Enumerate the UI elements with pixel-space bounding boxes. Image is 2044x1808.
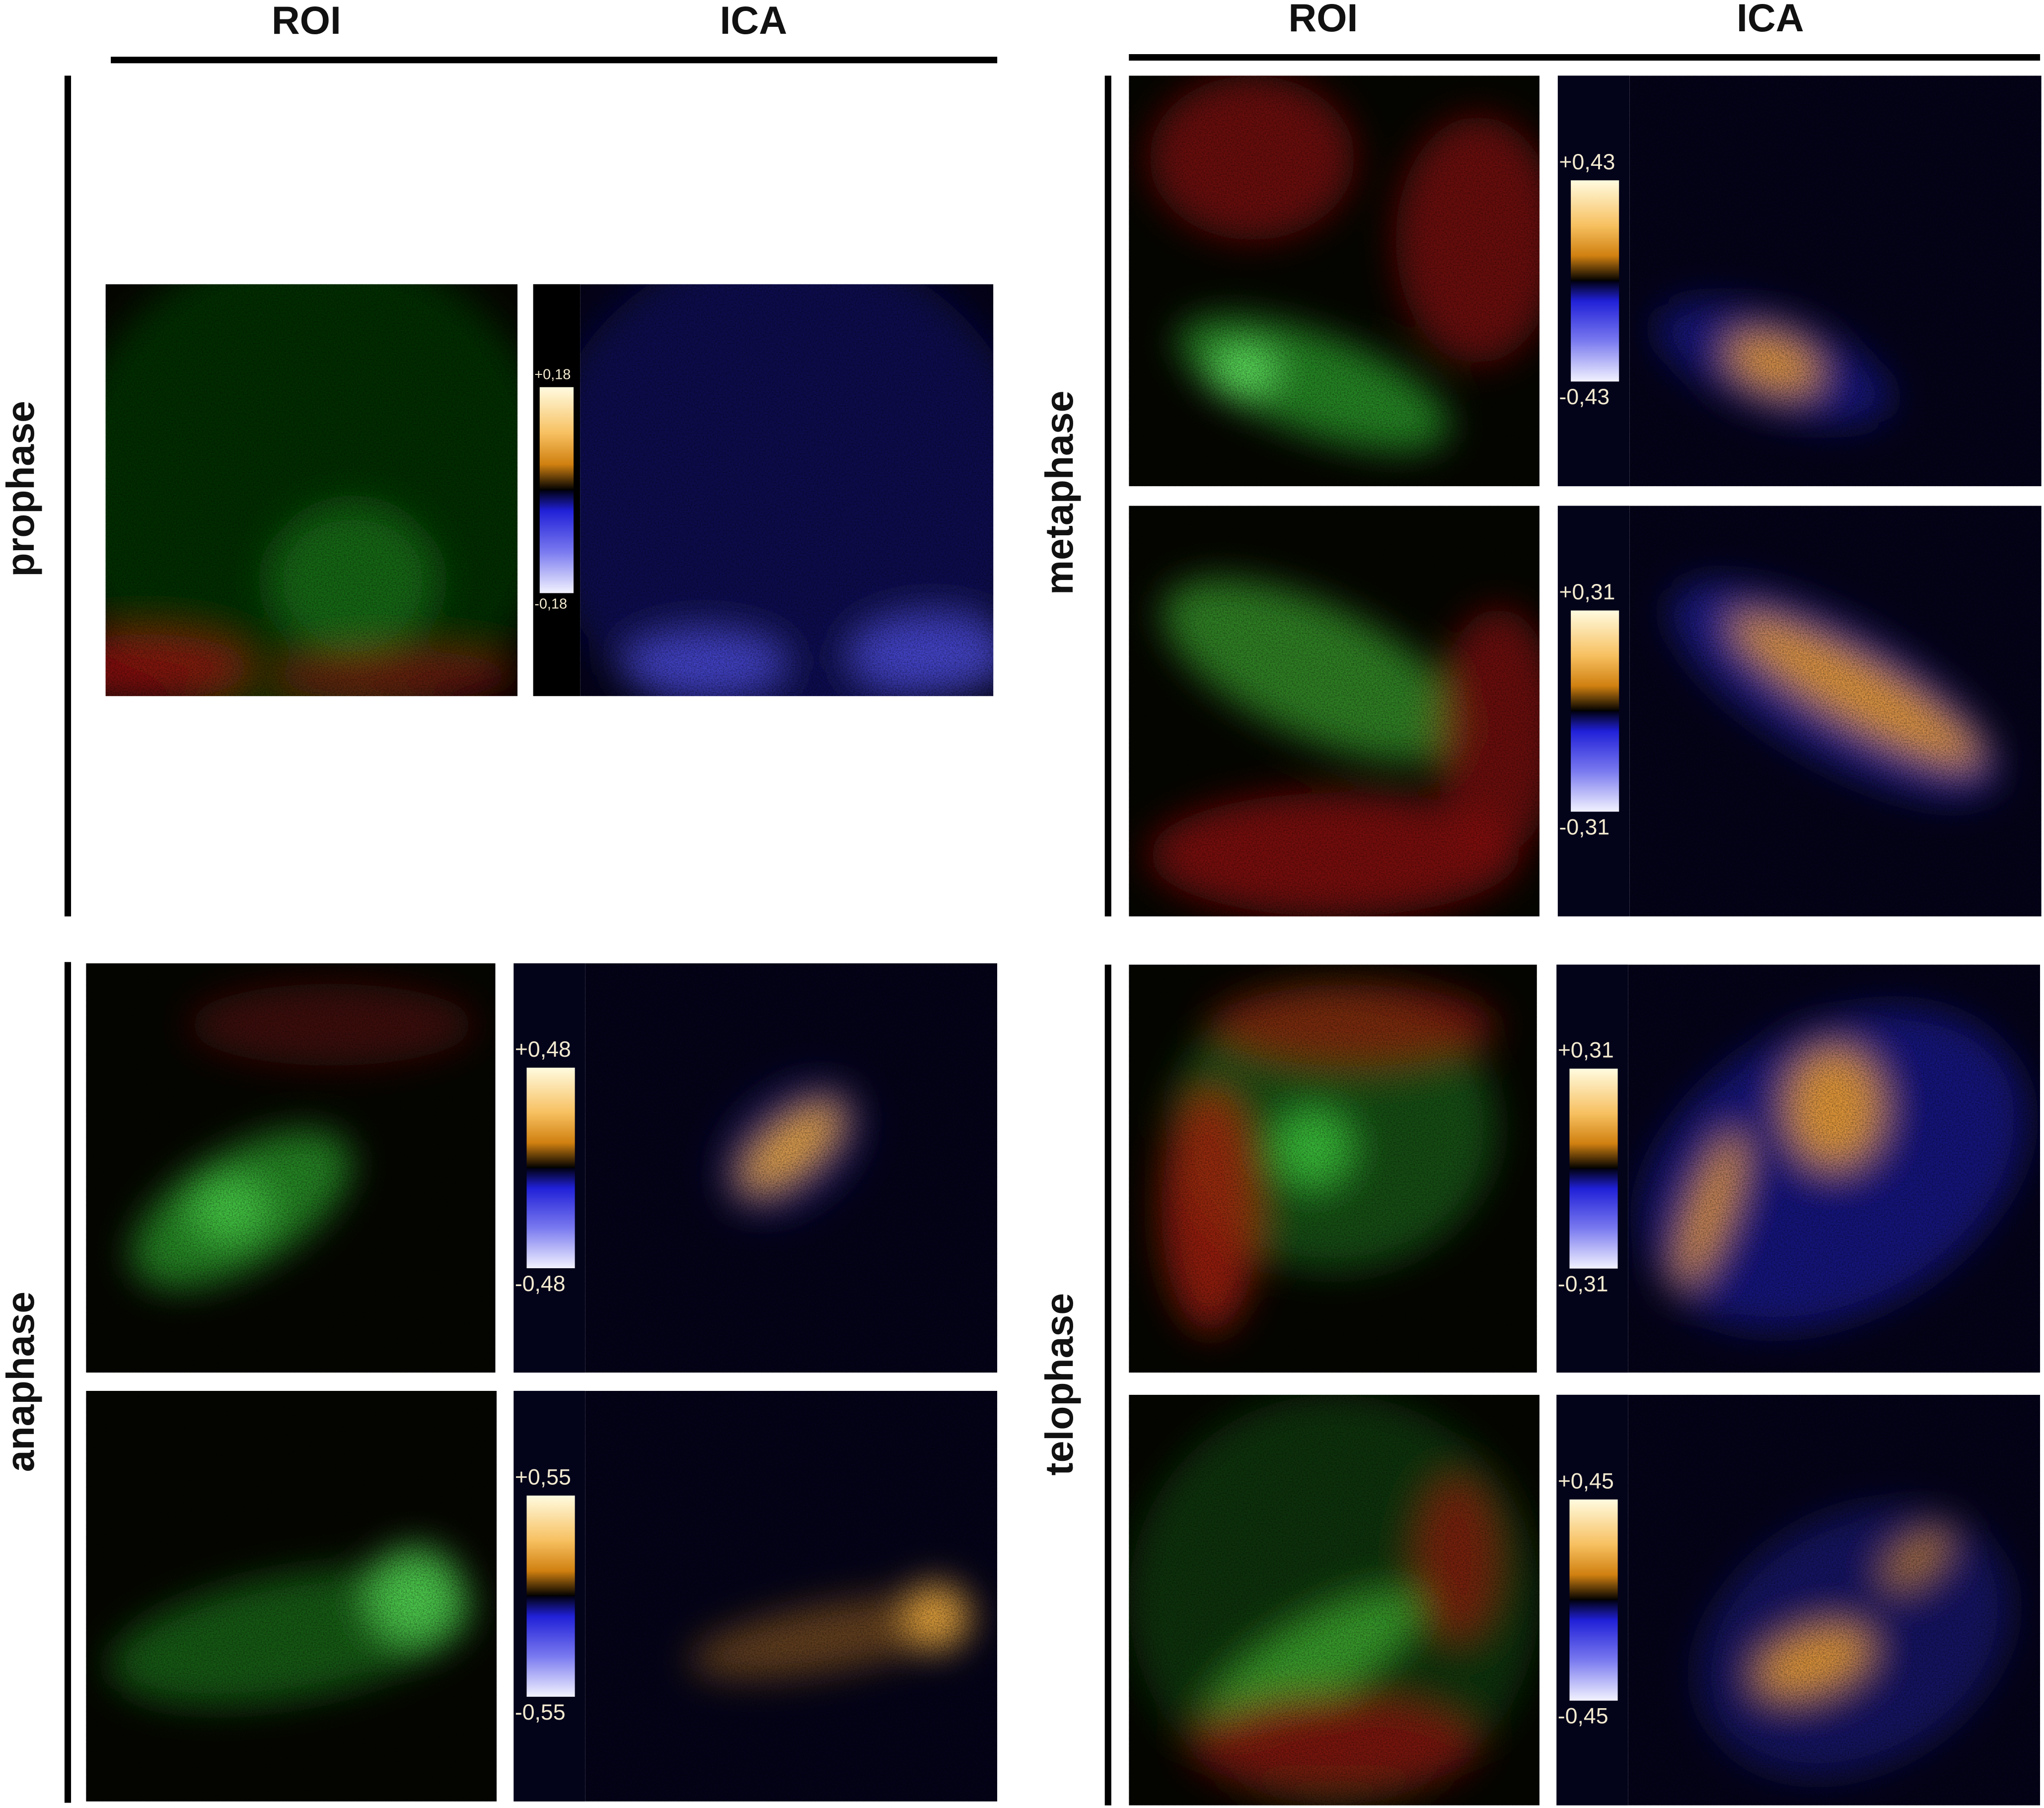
colorbar-positive	[539, 387, 574, 491]
colorbar-positive	[1569, 1069, 1618, 1169]
ica-image	[1629, 506, 2042, 917]
scale-max-label: +0,43	[1559, 150, 1615, 174]
image-noise	[1628, 964, 2041, 1373]
ica-image	[580, 284, 994, 696]
ica-image	[585, 1390, 998, 1802]
column-header: ICA	[1737, 0, 1804, 40]
scale-min-label: -0,45	[1558, 1704, 1608, 1729]
colorbar-negative	[1569, 1600, 1618, 1701]
scale-max-label: +0,31	[1559, 580, 1615, 604]
scale-min-label: -0,43	[1559, 385, 1610, 409]
roi-image	[86, 1390, 497, 1802]
image-noise	[1629, 75, 2042, 487]
ica-image	[585, 963, 998, 1373]
ica-image	[1628, 1394, 2041, 1806]
colorbar-positive	[1571, 180, 1619, 281]
colorbar-negative	[1571, 711, 1619, 812]
image-noise	[105, 284, 518, 696]
scale-max-label: +0,45	[1558, 1469, 1614, 1493]
roi-image	[105, 284, 518, 696]
column-header: ROI	[1288, 0, 1358, 40]
phase-label: anaphase	[0, 1292, 42, 1472]
colorbar-positive	[526, 1495, 575, 1596]
colorbar-negative	[1569, 1168, 1618, 1269]
image-noise	[585, 963, 998, 1373]
ica-image	[1629, 75, 2042, 487]
roi-image	[86, 963, 496, 1373]
ica-image	[1628, 964, 2041, 1373]
image-noise	[1628, 1394, 2041, 1806]
colorbar-positive	[526, 1068, 575, 1168]
scale-max-label: +0,18	[534, 367, 571, 383]
column-header: ICA	[720, 0, 787, 42]
scale-min-label: -0,48	[515, 1272, 566, 1296]
roi-image	[1129, 1394, 1540, 1806]
colorbar-negative	[526, 1168, 575, 1269]
phase-label: prophase	[0, 401, 42, 577]
roi-image	[1129, 75, 1540, 487]
scale-min-label: -0,55	[515, 1700, 566, 1725]
colorbar-positive	[1569, 1499, 1618, 1600]
colorbar-negative	[1571, 281, 1619, 382]
image-noise	[585, 1390, 998, 1802]
column-header: ROI	[272, 0, 341, 42]
scale-min-label: -0,18	[534, 596, 567, 612]
scale-max-label: +0,55	[515, 1465, 571, 1489]
colorbar-negative	[526, 1596, 575, 1697]
scale-max-label: +0,48	[515, 1037, 571, 1062]
colorbar-negative	[539, 490, 574, 593]
image-noise	[1129, 506, 1540, 917]
colorbar-positive	[1571, 610, 1619, 711]
image-noise	[1629, 506, 2042, 917]
scale-min-label: -0,31	[1558, 1272, 1608, 1297]
scale-max-label: +0,31	[1558, 1038, 1614, 1063]
image-noise	[1129, 75, 1540, 487]
phase-label: metaphase	[1037, 391, 1081, 595]
image-noise	[86, 1390, 497, 1802]
image-noise	[1129, 964, 1537, 1373]
image-noise	[86, 963, 496, 1373]
roi-image	[1129, 964, 1537, 1373]
image-noise	[580, 284, 994, 696]
phase-label: telophase	[1037, 1293, 1081, 1476]
roi-image	[1129, 506, 1540, 917]
image-noise	[1129, 1394, 1540, 1806]
scale-min-label: -0,31	[1559, 815, 1610, 839]
